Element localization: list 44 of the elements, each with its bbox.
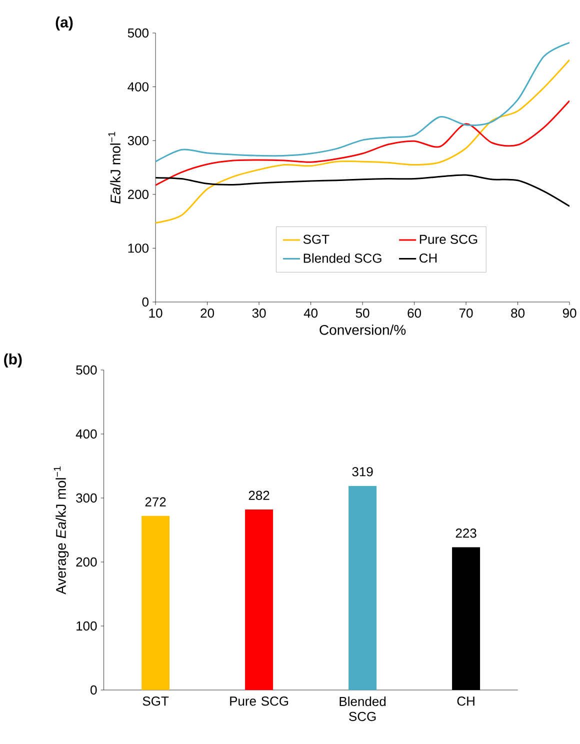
y-tick-label: 100 xyxy=(76,621,97,631)
x-tick-label: 40 xyxy=(304,308,318,318)
x-tick-label: 30 xyxy=(252,308,266,318)
y-tick-label: 300 xyxy=(76,493,97,503)
x-axis-title: Conversion/% xyxy=(320,324,406,335)
x-tick-label: Pure SCG xyxy=(230,696,288,706)
data-label: 223 xyxy=(456,528,476,538)
bar xyxy=(245,510,274,690)
y-tick-label: 400 xyxy=(128,82,148,92)
x-tick-label: 50 xyxy=(356,308,370,318)
y-axis-title: Average Ea/kJ mol$^{−1}$ xyxy=(54,466,69,594)
x-tick-label: 10 xyxy=(149,308,162,318)
x-tick-label: SGT xyxy=(142,696,169,706)
x-tick-label: 70 xyxy=(459,308,473,318)
x-tick-label: 90 xyxy=(562,308,576,318)
legend-label: Blended SCG xyxy=(304,253,382,263)
line-series xyxy=(156,42,570,162)
legend-label: SGT xyxy=(303,234,330,244)
x-tick-label: 80 xyxy=(511,308,524,318)
line-series xyxy=(156,100,570,186)
y-tick-label: 200 xyxy=(128,190,148,199)
x-tick-label: CH xyxy=(457,696,474,706)
line-series xyxy=(156,59,570,224)
data-label: 272 xyxy=(145,497,166,506)
bar xyxy=(348,486,376,690)
bar xyxy=(142,516,170,690)
data-label: 319 xyxy=(352,467,373,476)
legend-label: CH xyxy=(419,253,437,263)
chart-title: (b) xyxy=(4,354,22,368)
x-tick-label: 20 xyxy=(200,308,214,318)
y-tick-label: 0 xyxy=(90,685,97,695)
y-tick-label: 300 xyxy=(128,136,148,146)
y-tick-label: 500 xyxy=(76,365,97,375)
y-tick-label: 200 xyxy=(76,557,97,567)
y-tick-label: 100 xyxy=(128,244,148,253)
y-tick-label: 500 xyxy=(128,28,148,38)
y-axis-title: Ea/kJ mol$^{−1}$ xyxy=(108,132,120,204)
legend-label: Pure SCG xyxy=(420,234,478,244)
chart-title: (a) xyxy=(56,16,73,31)
x-tick-label: 60 xyxy=(408,308,421,318)
x-tick-label: Blended SCG xyxy=(340,696,386,722)
y-tick-label: 400 xyxy=(76,429,97,439)
data-label: 282 xyxy=(248,490,270,500)
y-tick-label: 0 xyxy=(142,297,148,307)
